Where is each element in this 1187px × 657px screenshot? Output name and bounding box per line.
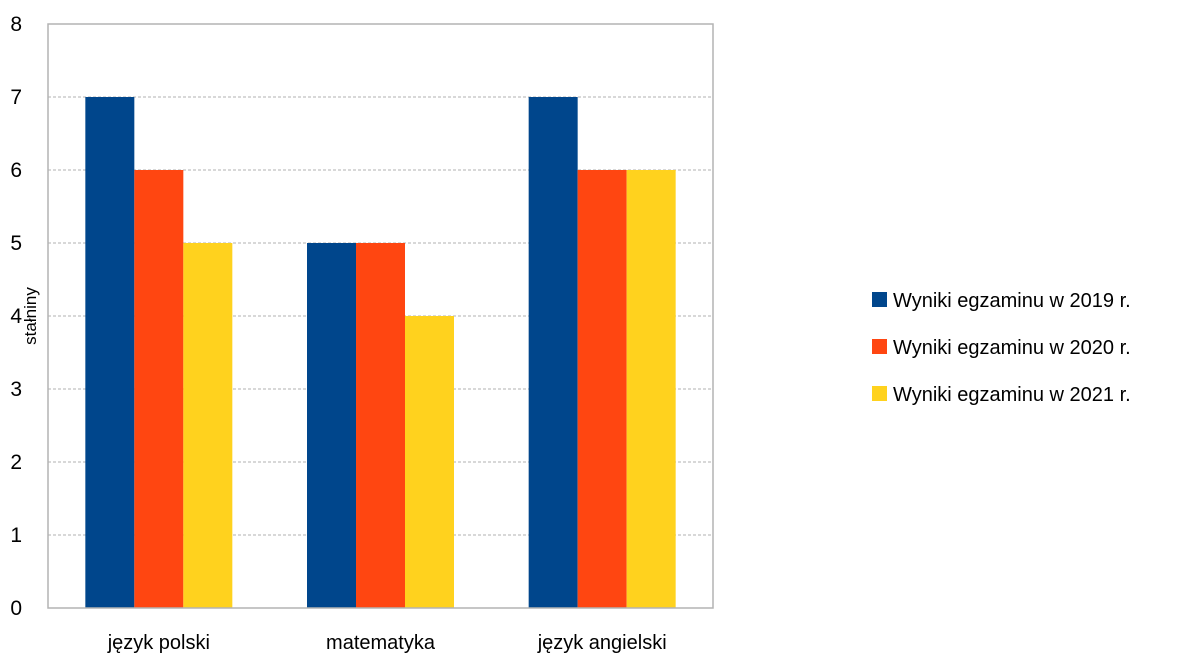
y-axis-ticks: 0 1 2 3 4 5 6 7 8 (10, 13, 22, 620)
x-category-label: język angielski (537, 632, 667, 654)
legend-swatch (872, 292, 887, 307)
y-tick-label: 4 (10, 305, 22, 328)
y-tick-label: 3 (10, 378, 22, 401)
legend-swatch (872, 386, 887, 401)
y-tick-label: 7 (10, 86, 22, 109)
y-tick-label: 6 (10, 159, 22, 182)
bar-series-1-3 (528, 97, 578, 608)
bar-series-1-1 (85, 97, 135, 608)
y-tick-label: 5 (10, 232, 22, 255)
bar-series-1-2 (307, 243, 356, 608)
legend-label: Wyniki egzaminu w 2019 r. (893, 290, 1131, 312)
x-category-label: język polski (107, 632, 210, 654)
y-tick-label: 0 (10, 597, 22, 620)
bar-series-3-3 (626, 170, 676, 608)
plot-frame (47, 23, 714, 609)
bar-series-2-3 (577, 170, 627, 608)
bar-series-3-1 (183, 243, 233, 608)
bar-series-3-2 (405, 316, 454, 608)
x-axis-categories: język polski matematyka język angielski (107, 632, 667, 654)
bars (85, 97, 676, 608)
y-axis-label: stałniny (21, 287, 40, 345)
legend: Wyniki egzaminu w 2019 r. Wyniki egzaminu… (872, 290, 1131, 406)
legend-swatch (872, 339, 887, 354)
y-tick-label: 8 (10, 13, 22, 36)
y-tick-label: 2 (10, 451, 22, 474)
legend-label: Wyniki egzaminu w 2021 r. (893, 384, 1131, 406)
y-tick-label: 1 (10, 524, 22, 547)
legend-label: Wyniki egzaminu w 2020 r. (893, 337, 1131, 359)
x-category-label: matematyka (326, 632, 436, 654)
bar-series-2-2 (356, 243, 405, 608)
bar-series-2-1 (134, 170, 184, 608)
